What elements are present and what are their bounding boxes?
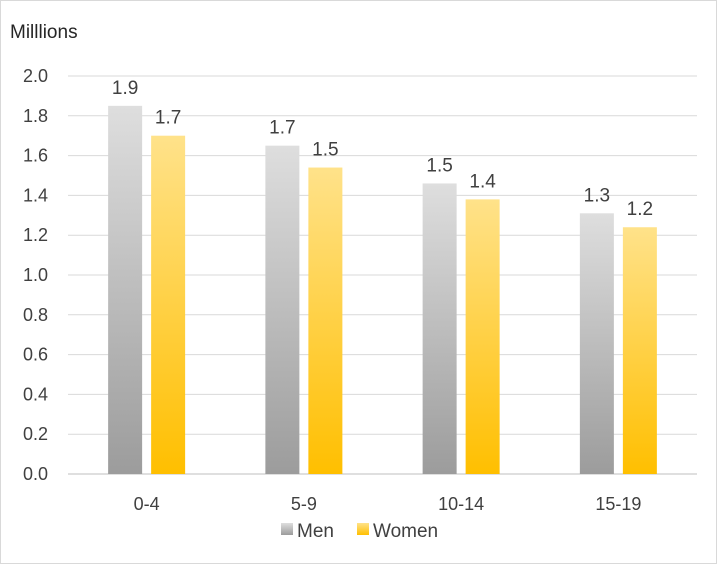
bar-women-0-4 [151, 135, 186, 474]
y-tick-label: 2.0 [23, 66, 48, 86]
y-tick-label: 1.2 [23, 225, 48, 245]
x-tick-label: 0-4 [134, 494, 160, 514]
x-tick-label: 5-9 [291, 494, 317, 514]
y-axis-ticks: 0.0 0.2 0.4 0.6 0.8 1.0 1.2 1.4 1.6 1.8 2.0 [23, 66, 48, 484]
y-tick-label: 0.8 [23, 305, 48, 325]
data-label-women: 1.2 [627, 199, 653, 220]
legend-swatch-men [281, 523, 293, 535]
bar-men-5-9 [265, 145, 300, 474]
legend-label-women: Women [373, 521, 438, 542]
data-label-men: 1.3 [584, 185, 610, 206]
legend-label-men: Men [297, 521, 334, 542]
bar-women-15-19 [622, 227, 657, 474]
bar-men-15-19 [579, 213, 614, 474]
bars: 1.9 1.7 1.7 1.5 1.5 1.4 1.3 1.2 [108, 78, 657, 475]
legend: Men Women [281, 521, 438, 542]
x-tick-label: 10-14 [438, 494, 484, 514]
bar-men-0-4 [108, 105, 143, 474]
data-label-women: 1.4 [469, 171, 496, 192]
legend-swatch-women [357, 523, 369, 535]
y-tick-label: 0.0 [23, 464, 48, 484]
data-label-men: 1.5 [426, 155, 452, 176]
bar-women-5-9 [308, 167, 343, 475]
y-tick-label: 1.6 [23, 146, 48, 166]
y-tick-label: 1.8 [23, 106, 48, 126]
unit-label: Milllions [10, 22, 78, 43]
y-tick-label: 0.4 [23, 384, 48, 404]
x-tick-label: 15-19 [595, 494, 641, 514]
y-tick-label: 1.4 [23, 185, 48, 205]
x-axis-ticks: 0-4 5-9 10-14 15-19 [134, 494, 642, 514]
data-label-men: 1.9 [112, 78, 138, 99]
y-tick-label: 0.6 [23, 345, 48, 365]
bar-women-10-14 [465, 199, 500, 474]
y-tick-label: 0.2 [23, 424, 48, 444]
data-label-women: 1.5 [312, 140, 338, 161]
bar-men-10-14 [422, 183, 457, 474]
data-label-women: 1.7 [155, 108, 181, 129]
y-tick-label: 1.0 [23, 265, 48, 285]
data-label-men: 1.7 [269, 118, 295, 139]
